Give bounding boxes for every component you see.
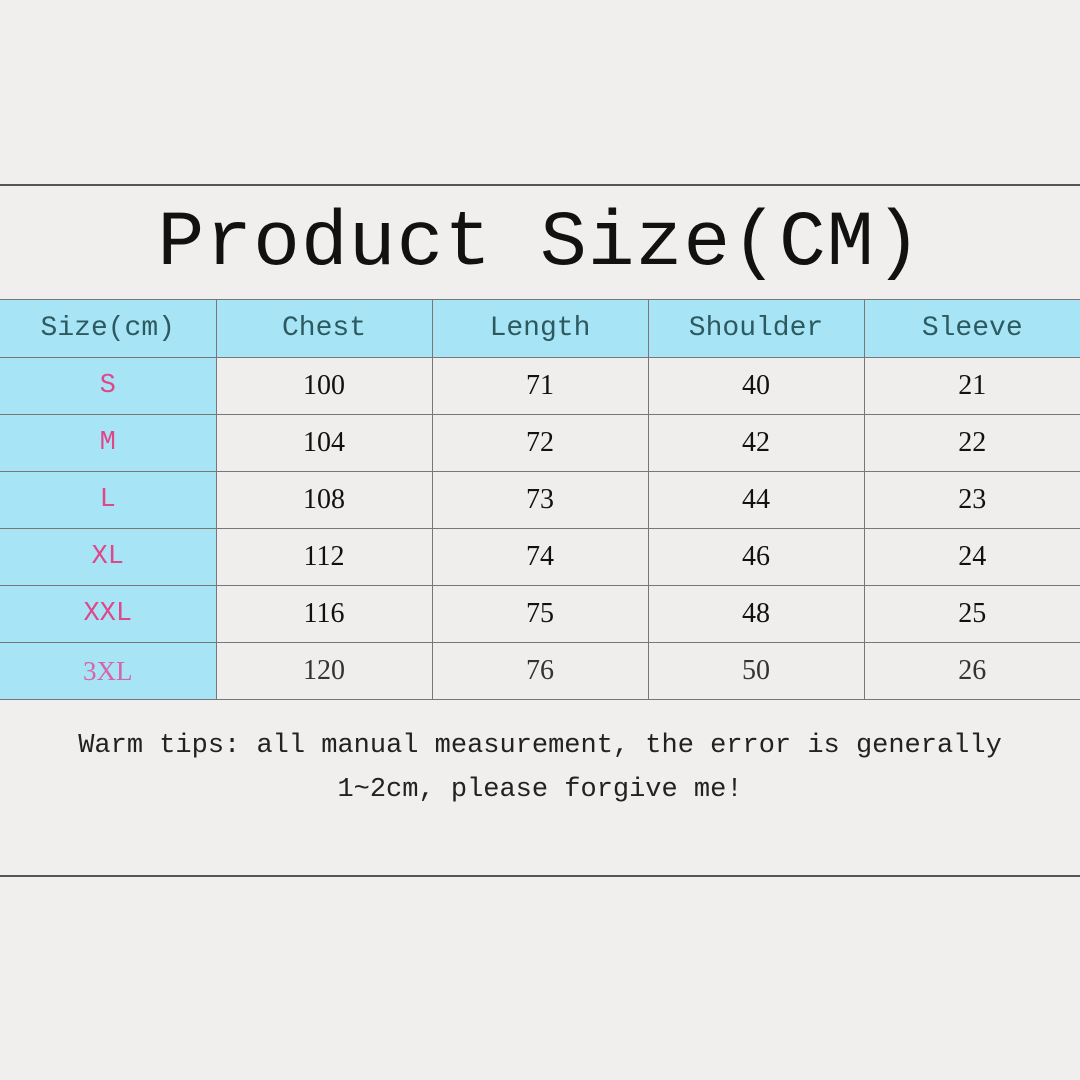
measurement-cell: 76: [431, 642, 649, 700]
measurement-cell: 104: [215, 414, 433, 472]
size-table: Size(cm) Chest Length Shoulder Sleeve S 100 71…: [0, 299, 1080, 700]
measurement-cell: 73: [431, 471, 649, 529]
table-row: M 104 72 42 22: [0, 414, 1080, 472]
measurement-cell: 24: [863, 528, 1080, 586]
measurement-cell: 23: [863, 471, 1080, 529]
measurement-cell: 75: [431, 585, 649, 643]
measurement-cell: 25: [863, 585, 1080, 643]
measurement-cell: 71: [431, 357, 649, 415]
tips-line-1: Warm tips: all manual measurement, the e…: [78, 731, 1002, 761]
column-header: Sleeve: [863, 299, 1080, 358]
measurement-cell: 40: [647, 357, 865, 415]
measurement-cell: 74: [431, 528, 649, 586]
table-row: L 108 73 44 23: [0, 471, 1080, 529]
measurement-cell: 116: [215, 585, 433, 643]
bottom-divider: [0, 875, 1080, 877]
measurement-cell: 50: [647, 642, 865, 700]
measurement-cell: 72: [431, 414, 649, 472]
column-header: Length: [431, 299, 649, 358]
table-row: S 100 71 40 21: [0, 357, 1080, 415]
size-label: 3XL: [0, 642, 217, 700]
tips-line-2: 1~2cm, please forgive me!: [337, 775, 743, 805]
table-row: XXL 116 75 48 25: [0, 585, 1080, 643]
measurement-cell: 100: [215, 357, 433, 415]
measurement-cell: 112: [215, 528, 433, 586]
table-row: XL 112 74 46 24: [0, 528, 1080, 586]
column-header: Size(cm): [0, 299, 217, 358]
size-label: M: [0, 414, 217, 472]
measurement-cell: 120: [215, 642, 433, 700]
column-header: Shoulder: [647, 299, 865, 358]
measurement-cell: 48: [647, 585, 865, 643]
table-row: 3XL 120 76 50 26: [0, 642, 1080, 700]
warm-tips: Warm tips: all manual measurement, the e…: [0, 724, 1080, 812]
top-divider: [0, 184, 1080, 186]
measurement-cell: 44: [647, 471, 865, 529]
size-label: XL: [0, 528, 217, 586]
measurement-cell: 26: [863, 642, 1080, 700]
measurement-cell: 108: [215, 471, 433, 529]
measurement-cell: 46: [647, 528, 865, 586]
column-header: Chest: [215, 299, 433, 358]
measurement-cell: 42: [647, 414, 865, 472]
size-label: S: [0, 357, 217, 415]
measurement-cell: 22: [863, 414, 1080, 472]
size-label: XXL: [0, 585, 217, 643]
page-title: Product Size(CM): [157, 200, 923, 288]
table-header-row: Size(cm) Chest Length Shoulder Sleeve: [0, 299, 1080, 358]
size-label: L: [0, 471, 217, 529]
measurement-cell: 21: [863, 357, 1080, 415]
